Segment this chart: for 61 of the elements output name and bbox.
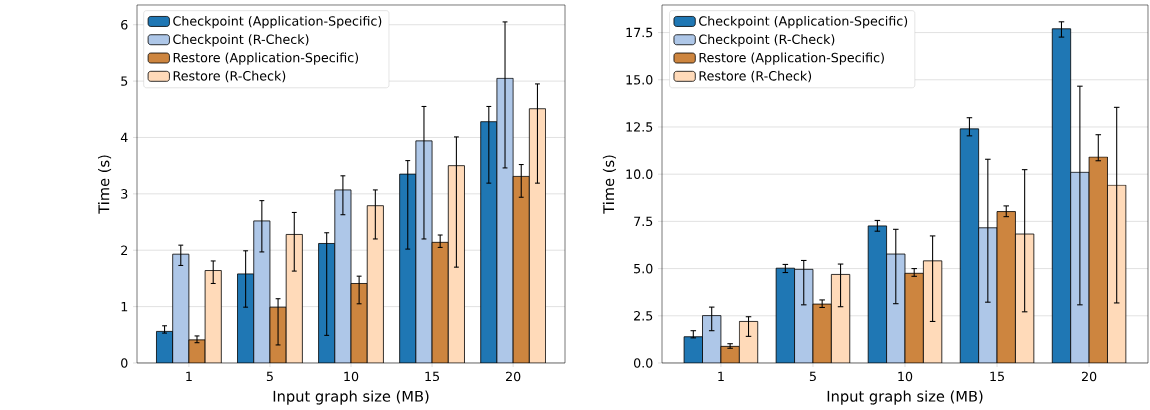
y-tick-label: 4 [120, 132, 128, 143]
legend-label: Restore (R-Check) [173, 70, 286, 83]
bar [978, 227, 998, 363]
bar [366, 205, 384, 363]
legend-label: Checkpoint (Application-Specific) [173, 15, 382, 29]
bar [496, 77, 514, 363]
bar [447, 165, 465, 363]
x-axis-title: Input graph size (MB) [827, 390, 983, 405]
x-tick-label: 5 [266, 371, 273, 382]
x-axis-title: Input graph size (MB) [273, 390, 429, 405]
x-tick-label: 1 [718, 371, 724, 381]
y-tick-label: 5 [121, 76, 128, 86]
bar [1051, 28, 1072, 363]
y-tick-label: 7.5 [634, 216, 653, 227]
bar [253, 220, 271, 363]
bar [867, 225, 887, 363]
y-tick-label: 2.5 [634, 310, 653, 321]
y-tick-label: 1 [121, 301, 128, 312]
x-tick-label: 20 [505, 371, 521, 382]
bar [1070, 171, 1090, 363]
y-tick-label: 10.0 [626, 169, 653, 179]
bar [350, 283, 368, 363]
x-tick-label: 10 [898, 371, 913, 382]
bar [683, 336, 703, 363]
bar [886, 253, 906, 363]
y-tick-label: 0.0 [633, 358, 653, 368]
y-tick-label: 12.5 [626, 122, 653, 132]
bar [528, 108, 546, 363]
legend-label: Checkpoint (R-Check) [699, 34, 835, 47]
legend-label: Checkpoint (Application-Specific) [699, 15, 908, 29]
bar [188, 339, 206, 363]
y-tick-label: 0 [121, 358, 128, 368]
bar [702, 315, 722, 363]
y-tick-label: 3 [121, 189, 128, 199]
bar [285, 234, 303, 363]
x-tick-label: 15 [425, 371, 440, 382]
x-tick-label: 5 [809, 371, 816, 382]
x-tick-label: 20 [1081, 371, 1097, 382]
bar [512, 175, 530, 363]
y-tick-label: 5.0 [634, 263, 653, 274]
x-tick-label: 15 [990, 371, 1004, 382]
y-tick-label: 15.0 [626, 74, 653, 85]
bar [269, 306, 287, 363]
bar [204, 270, 222, 363]
legend-label: Checkpoint (R-Check) [173, 34, 309, 47]
y-tick-label: 6 [121, 19, 128, 30]
y-tick-label: 17.5 [626, 27, 653, 38]
bar [334, 189, 352, 363]
bar [794, 268, 814, 363]
legend-label: Restore (R-Check) [699, 70, 812, 83]
bar [775, 267, 795, 363]
y-axis-title: Time (s) [602, 155, 616, 214]
bar [431, 241, 449, 363]
y-tick-label: 2 [121, 245, 128, 255]
x-tick-label: 1 [186, 371, 192, 381]
x-tick-label: 10 [344, 371, 359, 382]
legend-label: Restore (Application-Specific) [699, 52, 884, 65]
legend-label: Restore (Application-Specific) [173, 52, 359, 65]
bar [172, 253, 190, 363]
bar [959, 128, 980, 363]
y-axis-title: Time (s) [98, 155, 112, 214]
